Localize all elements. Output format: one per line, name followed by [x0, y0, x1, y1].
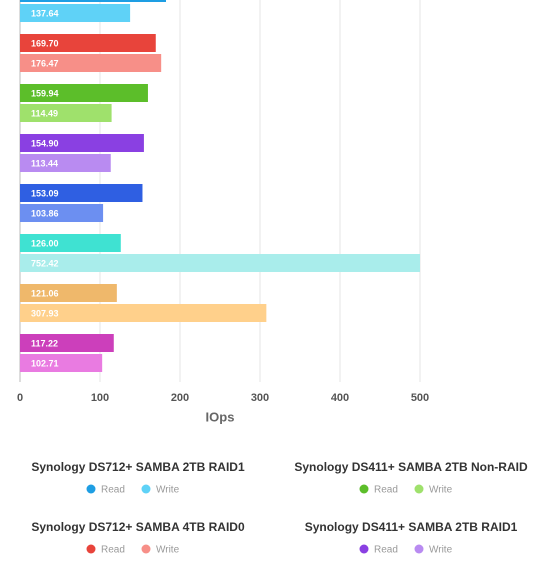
legend-swatch: [86, 484, 96, 494]
bar: [20, 104, 112, 122]
bar: [20, 304, 267, 322]
value-label: 153.09: [31, 188, 59, 198]
value-label: 137.64: [31, 8, 59, 18]
legend-swatch: [141, 544, 151, 554]
legend-label: Write: [156, 545, 180, 556]
value-label: 121.06: [31, 288, 59, 298]
bar: [20, 234, 121, 252]
x-tick-label: 400: [331, 392, 349, 404]
legend-title: Synology DS411+ SAMBA 2TB Non-RAID: [294, 460, 528, 474]
legend-label: Write: [156, 485, 180, 496]
legend-label: Read: [374, 485, 398, 496]
value-label: 126.00: [31, 238, 59, 248]
value-label: 159.94: [31, 88, 59, 98]
value-label: 103.86: [31, 208, 59, 218]
legend-label: Write: [429, 545, 453, 556]
value-label: 102.71: [31, 358, 59, 368]
bar: [20, 54, 162, 72]
legend-title: Synology DS712+ SAMBA 2TB RAID1: [31, 460, 245, 474]
legend-swatch: [414, 484, 424, 494]
x-tick-label: 200: [171, 392, 189, 404]
value-label: 169.70: [31, 38, 59, 48]
value-label: 114.49: [31, 108, 58, 118]
bar: [20, 0, 166, 2]
plot-area: [20, 0, 420, 372]
legend-swatch: [359, 544, 369, 554]
legend-swatch: [141, 484, 151, 494]
x-tick-label: 100: [91, 392, 109, 404]
bar: [20, 354, 103, 372]
value-label: 154.90: [31, 138, 59, 148]
legend-label: Read: [101, 545, 125, 556]
value-label: 176.47: [31, 58, 59, 68]
bar: [20, 134, 144, 152]
bar: [20, 334, 114, 352]
bar: [20, 204, 104, 222]
value-label: 307.93: [31, 308, 59, 318]
bar: [20, 184, 143, 202]
legend-title: Synology DS712+ SAMBA 4TB RAID0: [31, 520, 245, 534]
x-axis-label: IOps: [206, 409, 235, 424]
bar: [20, 254, 420, 272]
legend-swatch: [86, 544, 96, 554]
value-label: 752.42: [31, 258, 59, 268]
bar: [20, 154, 111, 172]
legend-title: Synology DS411+ SAMBA 2TB RAID1: [305, 520, 518, 534]
bar: [20, 284, 117, 302]
bar: [20, 34, 156, 52]
legend-swatch: [414, 544, 424, 554]
legend-label: Read: [101, 485, 125, 496]
value-label: 117.22: [31, 338, 58, 348]
legend-label: Write: [429, 485, 453, 496]
legend-swatch: [359, 484, 369, 494]
x-tick-label: 0: [17, 392, 23, 404]
bar: [20, 4, 131, 22]
x-tick-label: 500: [411, 392, 429, 404]
legend-label: Read: [374, 545, 398, 556]
bar: [20, 84, 148, 102]
value-label: 113.44: [31, 158, 58, 168]
x-tick-label: 300: [251, 392, 269, 404]
